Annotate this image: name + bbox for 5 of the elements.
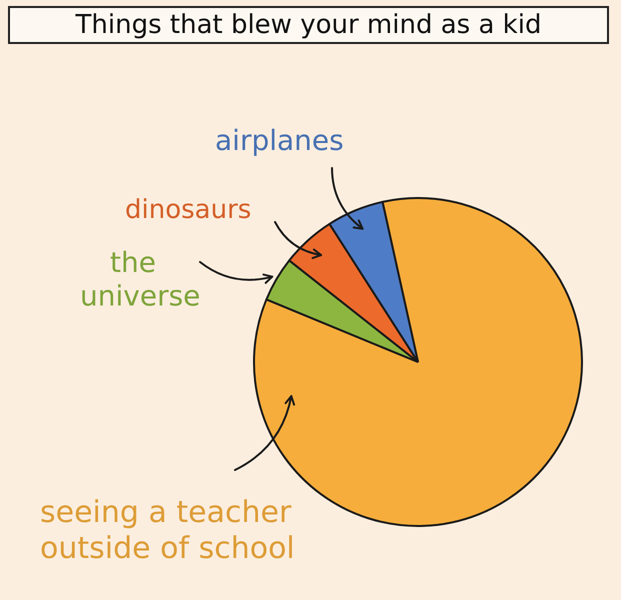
- legend-label: the universe: [80, 246, 200, 313]
- slice-label: airplanes: [215, 124, 344, 157]
- chart-title: Things that blew your mind as a kid: [8, 6, 609, 44]
- slice-label: dinosaurs: [125, 195, 252, 225]
- slice-label: seeing a teacher outside of school: [40, 495, 295, 566]
